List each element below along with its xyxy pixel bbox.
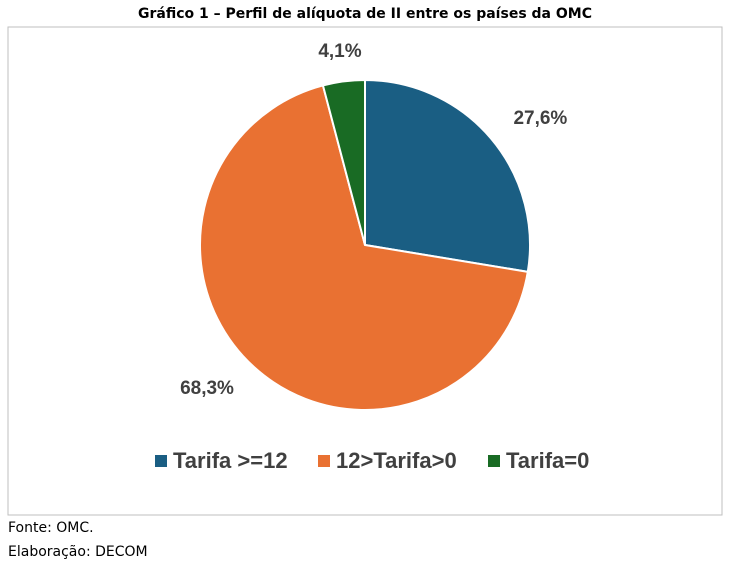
value-label: 27,6% xyxy=(513,108,567,129)
chart-title: Gráfico 1 – Perfil de alíquota de II ent… xyxy=(138,6,592,22)
legend-label: Tarifa=0 xyxy=(506,448,589,473)
value-label: 4,1% xyxy=(318,41,361,62)
legend-label: 12>Tarifa>0 xyxy=(336,448,457,473)
pie-slice xyxy=(321,78,366,246)
legend-label: Tarifa >=12 xyxy=(173,448,288,473)
legend-swatch xyxy=(488,455,500,467)
pie-slice xyxy=(364,78,531,273)
credit-note: Elaboração: DECOM xyxy=(8,544,148,560)
legend-swatch xyxy=(318,455,330,467)
pie-slice xyxy=(199,84,529,411)
legend-swatch xyxy=(155,455,167,467)
source-note: Fonte: OMC. xyxy=(8,520,94,536)
value-label: 68,3% xyxy=(180,378,234,399)
